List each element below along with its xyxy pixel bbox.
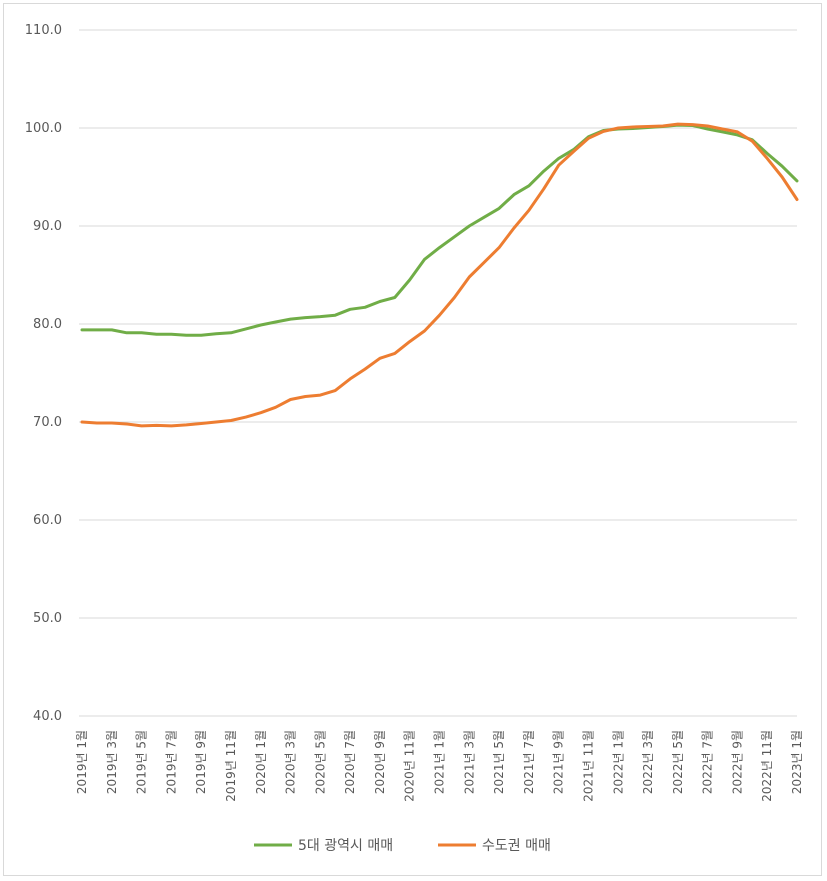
line-chart: 40.0 50.0 60.0 70.0 80.0 90.0 100.0 110.0 2019년… [25,23,804,854]
x-tick-label: 2020년 7월 [343,730,357,794]
series-lines [80,122,799,428]
y-tick-label: 80.0 [33,317,62,332]
x-tick-label: 2019년 5월 [135,730,149,794]
series-line-gwangyeoksi [80,123,799,337]
x-tick-label: 2019년 11월 [224,730,238,802]
legend: 5대 광역시 매매 수도권 매매 [254,838,551,854]
x-tick-label: 2020년 5월 [313,730,327,794]
x-axis-ticks: 2019년 1월 2019년 3월 2019년 5월 2019년 7월 2019년 9월… [75,730,804,802]
x-tick-label: 2022년 11월 [760,730,774,802]
y-tick-label: 40.0 [33,709,62,724]
x-tick-label: 2023년 1월 [790,730,804,794]
x-tick-label: 2019년 3월 [105,730,119,794]
x-tick-label: 2020년 3월 [284,730,298,794]
x-tick-label: 2022년 3월 [641,730,655,794]
y-tick-label: 90.0 [33,219,62,234]
x-tick-label: 2021년 1월 [433,730,447,794]
chart-frame: 40.0 50.0 60.0 70.0 80.0 90.0 100.0 110.0 2019년… [3,3,822,876]
y-tick-label: 110.0 [25,23,62,38]
x-tick-label: 2020년 9월 [373,730,387,794]
series-line-sudogwon [80,122,799,428]
y-tick-label: 70.0 [33,415,62,430]
x-tick-label: 2021년 5월 [492,730,506,794]
x-tick-label: 2019년 1월 [75,730,89,794]
x-tick-label: 2021년 7월 [522,730,536,794]
legend-label-sudogwon: 수도권 매매 [482,838,551,854]
x-tick-label: 2020년 1월 [254,730,268,794]
y-tick-label: 60.0 [33,513,62,528]
x-tick-label: 2021년 11월 [581,730,595,802]
x-tick-label: 2022년 7월 [701,730,715,794]
x-tick-label: 2022년 5월 [671,730,685,794]
x-tick-label: 2022년 1월 [611,730,625,794]
y-tick-label: 100.0 [25,121,62,136]
gridlines [79,29,797,717]
x-tick-label: 2019년 7월 [164,730,178,794]
x-tick-label: 2022년 9월 [730,730,744,794]
x-tick-label: 2020년 11월 [403,730,417,802]
y-tick-label: 50.0 [33,611,62,626]
x-tick-label: 2019년 9월 [194,730,208,794]
y-axis-ticks: 40.0 50.0 60.0 70.0 80.0 90.0 100.0 110.0 [25,23,62,724]
legend-label-gwangyeoksi: 5대 광역시 매매 [298,838,393,854]
x-tick-label: 2021년 9월 [552,730,566,794]
x-tick-label: 2021년 3월 [462,730,476,794]
